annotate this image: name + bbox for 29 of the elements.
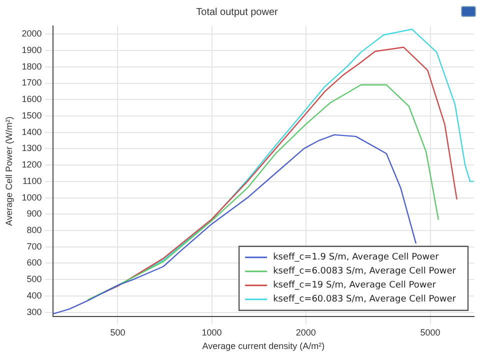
y-tick-label: 400	[26, 290, 42, 300]
y-tick-label: 800	[26, 224, 42, 235]
legend-label: kseff_c=60.083 S/m, Average Cell Power	[273, 294, 456, 305]
legend-label: kseff_c=19 S/m, Average Cell Power	[273, 280, 436, 291]
y-tick-label: 1700	[22, 78, 42, 88]
x-tick-label: 500	[110, 327, 126, 338]
y-tick-label: 1800	[22, 61, 42, 72]
y-tick-label: 1100	[22, 176, 42, 186]
y-tick-label: 1000	[22, 192, 42, 202]
y-tick-label: 1200	[22, 160, 42, 170]
y-tick-label: 600	[26, 258, 42, 268]
x-tick-label: 5000	[420, 327, 440, 338]
y-tick-label: 1500	[22, 110, 42, 120]
y-tick-label: 700	[26, 241, 42, 252]
y-tick-label: 1400	[22, 126, 42, 137]
y-tick-label: 1300	[22, 143, 42, 154]
x-axis-title: Average current density (A/m²)	[202, 341, 325, 352]
y-axis-title: Average Cell Power (W/m²)	[4, 116, 14, 226]
y-tick-label: 1600	[22, 94, 42, 104]
y-tick-label: 300	[26, 306, 42, 317]
x-tick-label: 1000	[202, 327, 222, 338]
x-tick-label: 2000	[296, 327, 316, 338]
y-tick-label: 900	[26, 208, 42, 219]
y-tick-label: 2000	[22, 28, 42, 39]
legend-label: kseff_c=6.0083 S/m, Average Cell Power	[273, 266, 456, 277]
y-tick-label: 500	[26, 274, 42, 284]
chart-title: Total output power	[196, 6, 279, 18]
y-tick-label: 1900	[22, 45, 42, 56]
legend-label: kseff_c=1.9 S/m, Average Cell Power	[273, 252, 440, 263]
